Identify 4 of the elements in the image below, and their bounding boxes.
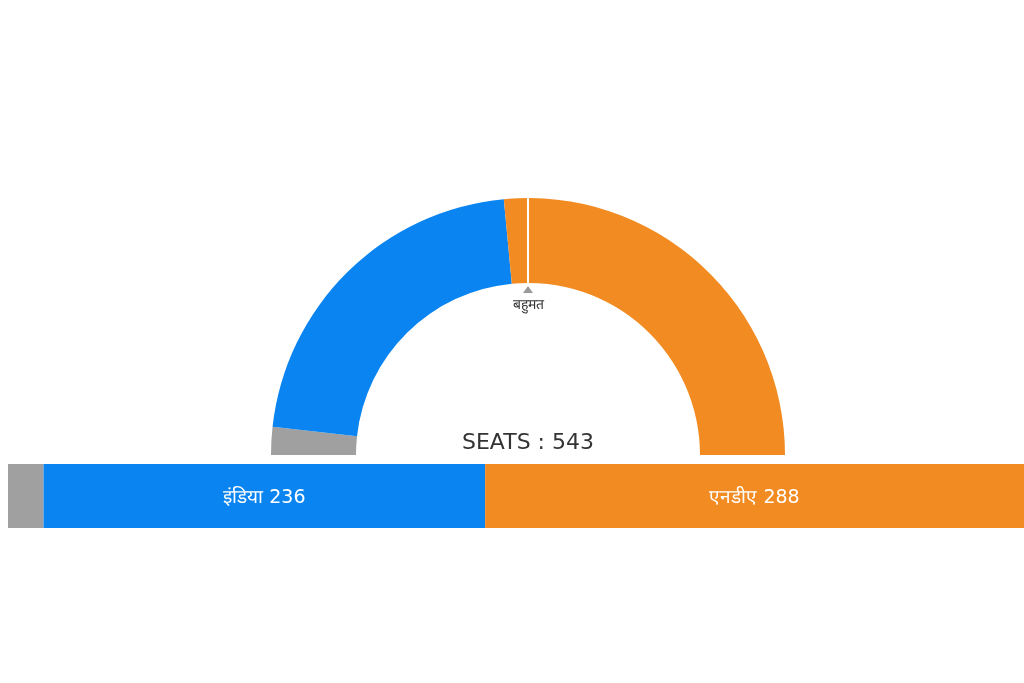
text: SEATS : 543 — [462, 429, 594, 454]
data-label: एनडीए 288 — [709, 485, 800, 507]
text: बहुमत — [512, 296, 545, 314]
data-label: इंडिया 236 — [223, 485, 306, 507]
